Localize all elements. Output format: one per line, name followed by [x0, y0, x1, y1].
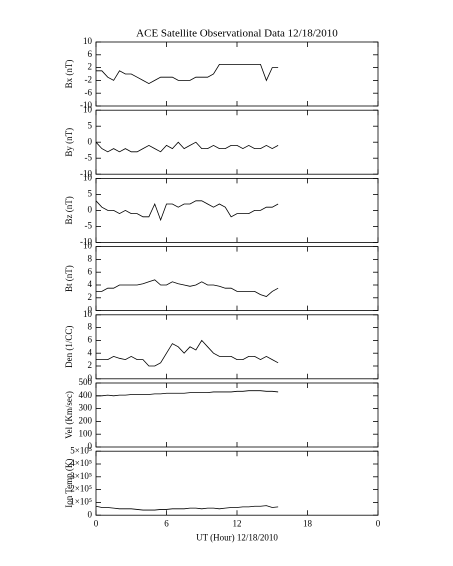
y-tick-label: 2	[88, 62, 93, 72]
y-axis-label: Ion Temp (K)	[64, 459, 74, 508]
panel-frame	[95, 177, 379, 243]
y-axis-label: Den (1/CC)	[64, 326, 74, 368]
y-tick-label: 10	[83, 172, 93, 182]
panel-frame	[95, 246, 379, 312]
y-tick-label: -5	[85, 220, 93, 230]
y-tick-label: 0	[88, 373, 93, 383]
y-tick-label: 2×10⁵	[70, 484, 92, 494]
y-tick-label: 400	[79, 390, 93, 400]
y-tick-label: 0	[88, 441, 93, 451]
data-line	[96, 279, 279, 297]
y-tick-label: 2	[88, 292, 93, 302]
x-axis-label: UT (Hour) 12/18/2010	[196, 532, 278, 542]
y-tick-label: 100	[79, 428, 93, 438]
y-tick-label: 4×10⁵	[70, 458, 92, 468]
x-tick-label: 0	[94, 518, 99, 528]
y-tick-label: 10	[83, 36, 93, 46]
y-tick-label: 500	[79, 377, 93, 387]
y-tick-label: 10	[83, 309, 93, 319]
y-tick-label: 5	[88, 188, 93, 198]
panel-frame	[95, 41, 379, 107]
y-tick-label: 6	[88, 334, 93, 344]
y-tick-label: 200	[79, 415, 93, 425]
panel-frame	[95, 382, 379, 448]
x-tick-label: 12	[233, 518, 242, 528]
y-tick-label: 0	[88, 204, 93, 214]
y-axis-label: Bz (nT)	[64, 196, 74, 224]
y-axis-label: Bt (nT)	[64, 265, 74, 292]
data-line	[96, 64, 279, 85]
y-tick-label: 3×10⁵	[70, 471, 92, 481]
y-axis-label: By (nT)	[64, 128, 74, 157]
y-tick-label: 0	[88, 136, 93, 146]
y-tick-label: 6	[88, 49, 93, 59]
data-line	[96, 339, 279, 367]
y-tick-label: 0	[88, 509, 93, 519]
data-line	[95, 200, 279, 222]
panel-frame	[95, 109, 379, 175]
y-axis-label: Vel (Km/sec)	[64, 391, 74, 439]
y-tick-label: -10	[80, 100, 92, 110]
y-axis-label: Bx (nT)	[64, 60, 74, 89]
y-tick-label: 5	[88, 120, 93, 130]
chart-title: ACE Satellite Observational Data 12/18/2…	[136, 28, 338, 40]
y-tick-label: 0	[88, 305, 93, 315]
y-tick-label: 4	[88, 279, 93, 289]
y-tick-label: -2	[85, 74, 93, 84]
y-tick-label: 10	[83, 104, 93, 114]
y-tick-label: -5	[85, 152, 93, 162]
panel-frame	[95, 314, 379, 380]
y-tick-label: 8	[88, 253, 93, 263]
data-line	[96, 390, 279, 397]
y-tick-label: -10	[80, 168, 92, 178]
y-tick-label: 5×10⁵	[70, 445, 92, 455]
x-tick-label: 18	[303, 518, 313, 528]
y-tick-label: 2	[88, 360, 93, 370]
y-tick-label: -10	[80, 236, 92, 246]
y-tick-label: 300	[79, 403, 93, 413]
x-tick-label: 0	[376, 518, 381, 528]
y-tick-label: 4	[88, 347, 93, 357]
data-line	[95, 141, 279, 153]
x-tick-label: 6	[164, 518, 169, 528]
y-tick-label: 8	[88, 322, 93, 332]
y-tick-label: 1×10⁵	[70, 496, 92, 506]
y-tick-label: 10	[83, 241, 93, 251]
y-tick-label: -6	[85, 87, 93, 97]
data-line	[95, 505, 279, 511]
y-tick-label: 6	[88, 266, 93, 276]
panel-frame	[95, 450, 379, 516]
